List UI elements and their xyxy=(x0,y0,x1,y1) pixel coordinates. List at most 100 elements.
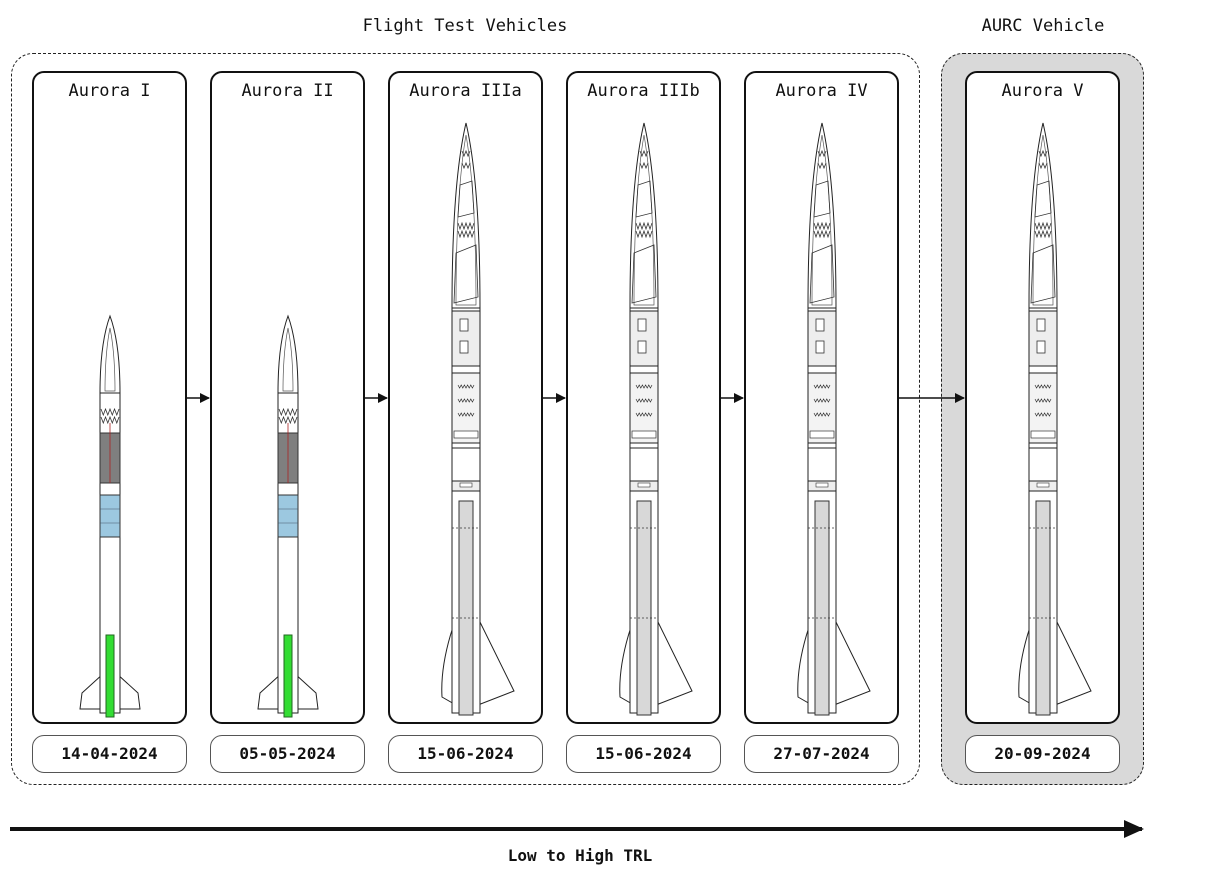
connector-strip xyxy=(809,430,835,439)
payload-panel xyxy=(813,180,831,218)
avionics-board xyxy=(815,340,825,354)
coil xyxy=(1034,384,1052,389)
parachute-spring xyxy=(1034,229,1052,239)
avionics-board xyxy=(459,318,469,332)
vehicle-name: Aurora IIIb xyxy=(587,81,700,101)
coil xyxy=(813,398,831,403)
nose-spring xyxy=(1038,149,1048,158)
vehicle-name: Aurora V xyxy=(1001,81,1084,101)
avionics-board xyxy=(637,340,647,354)
launch-date: 05-05-2024 xyxy=(210,735,365,773)
motor-casing xyxy=(814,500,830,716)
motor-casing xyxy=(458,500,474,716)
vehicle-card-aurora-ii: Aurora II xyxy=(210,71,365,724)
payload-panel xyxy=(809,244,835,304)
vehicle-card-aurora-v: Aurora V xyxy=(965,71,1120,724)
nose-cone xyxy=(1028,122,1058,309)
nose-spring xyxy=(817,149,827,158)
bulkhead-bolt xyxy=(637,482,651,488)
payload-panel xyxy=(457,180,475,218)
parachute-spring xyxy=(813,221,831,231)
rocket-drawing xyxy=(1018,122,1092,716)
flight-test-group-title: Flight Test Vehicles xyxy=(362,16,568,36)
parachute-spring xyxy=(278,407,298,417)
trl-axis-label: Low to High TRL xyxy=(507,846,653,865)
flight-test-group-box xyxy=(11,53,920,785)
rocket-drawing xyxy=(619,122,693,716)
avionics-board xyxy=(637,318,647,332)
nose-inner-line xyxy=(455,134,477,306)
coil xyxy=(457,412,475,417)
avionics-bay xyxy=(277,494,299,538)
nose-inner-line xyxy=(282,327,294,392)
nose-spring xyxy=(1038,161,1048,170)
parachute-spring xyxy=(100,415,120,425)
coil xyxy=(813,384,831,389)
vehicle-name: Aurora IV xyxy=(775,81,868,101)
parachute-spring xyxy=(635,221,653,231)
nose-cone xyxy=(629,122,659,309)
bulkhead-bolt xyxy=(459,482,473,488)
vehicle-card-aurora-i: Aurora I xyxy=(32,71,187,724)
coil xyxy=(813,412,831,417)
vehicle-card-aurora-iv: Aurora IV xyxy=(744,71,899,724)
parachute-spring xyxy=(635,229,653,239)
payload-panel xyxy=(631,244,657,304)
parachute-spring xyxy=(457,221,475,231)
vehicle-name: Aurora IIIa xyxy=(409,81,522,101)
parachute-spring xyxy=(457,229,475,239)
nose-spring xyxy=(461,149,471,158)
vehicle-card-aurora-iiia: Aurora IIIa xyxy=(388,71,543,724)
motor xyxy=(283,634,293,718)
launch-date: 15-06-2024 xyxy=(388,735,543,773)
parachute-spring xyxy=(100,407,120,417)
nose-inner-line xyxy=(1032,134,1054,306)
nose-spring xyxy=(639,149,649,158)
avionics-bay xyxy=(99,494,121,538)
motor xyxy=(105,634,115,718)
payload-panel xyxy=(1034,180,1052,218)
aurc-group-title: AURC Vehicle xyxy=(981,16,1105,36)
bulkhead-bolt xyxy=(1036,482,1050,488)
parachute-spring xyxy=(813,229,831,239)
rocket-drawing xyxy=(79,314,141,718)
rocket-drawing xyxy=(257,314,319,718)
coil xyxy=(1034,412,1052,417)
launch-date: 20-09-2024 xyxy=(965,735,1120,773)
nose-inner-line xyxy=(811,134,833,306)
coil xyxy=(1034,398,1052,403)
motor-casing xyxy=(636,500,652,716)
vehicle-name: Aurora I xyxy=(68,81,151,101)
launch-date: 14-04-2024 xyxy=(32,735,187,773)
coil xyxy=(635,384,653,389)
nose-inner-line xyxy=(104,327,116,392)
nose-cone xyxy=(451,122,481,309)
bulkhead-bolt xyxy=(815,482,829,488)
nose-spring xyxy=(817,161,827,170)
coil xyxy=(457,384,475,389)
payload-panel xyxy=(453,244,479,304)
nose-spring xyxy=(639,161,649,170)
parachute-spring xyxy=(278,415,298,425)
nose-cone xyxy=(807,122,837,309)
connector-strip xyxy=(1030,430,1056,439)
avionics-board xyxy=(1036,318,1046,332)
avionics-board xyxy=(459,340,469,354)
connector-strip xyxy=(453,430,479,439)
nose-inner-line xyxy=(633,134,655,306)
payload-panel xyxy=(635,180,653,218)
launch-date: 15-06-2024 xyxy=(566,735,721,773)
coil xyxy=(635,412,653,417)
payload-panel xyxy=(1030,244,1056,304)
motor-casing xyxy=(1035,500,1051,716)
avionics-board xyxy=(815,318,825,332)
rocket-drawing xyxy=(797,122,871,716)
vehicle-card-aurora-iiib: Aurora IIIb xyxy=(566,71,721,724)
rocket-drawing xyxy=(441,122,515,716)
coil xyxy=(635,398,653,403)
coil xyxy=(457,398,475,403)
avionics-board xyxy=(1036,340,1046,354)
vehicle-name: Aurora II xyxy=(241,81,334,101)
parachute-spring xyxy=(1034,221,1052,231)
